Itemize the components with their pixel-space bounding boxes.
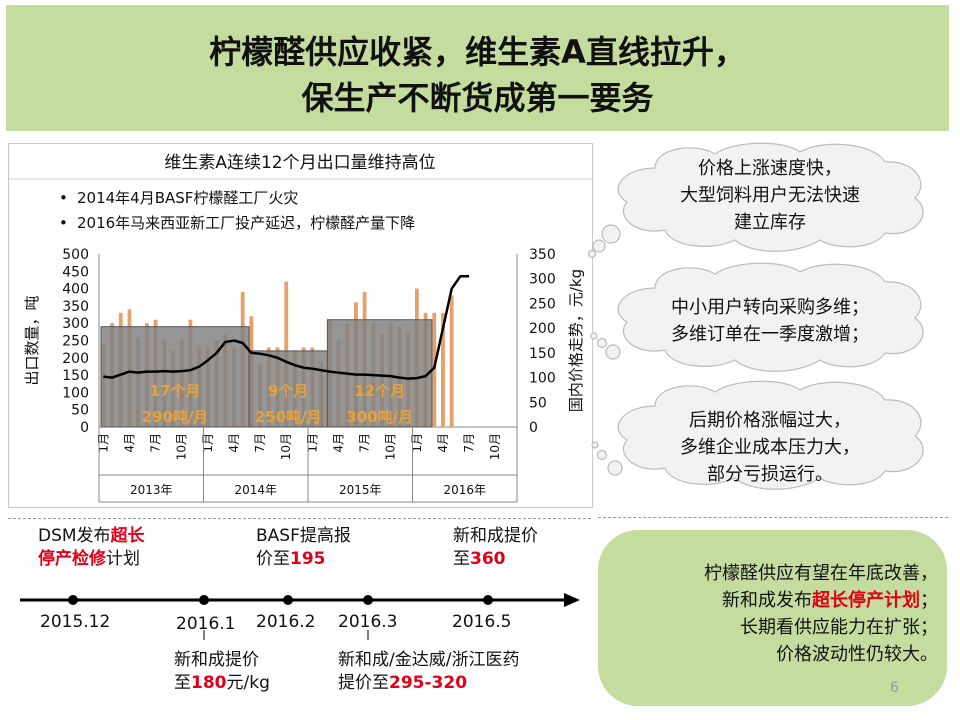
month-tick-label: 10月 xyxy=(175,433,189,460)
y2-axis-label: 国内价格走势，元/kg xyxy=(567,269,585,412)
y-tick-label: 500 xyxy=(62,247,89,263)
month-tick-label: 7月 xyxy=(149,433,163,453)
timeline-dot xyxy=(68,595,78,605)
cloud-text-1: 价格上涨速度快， 大型饲料用户无法快速 建立库存 xyxy=(680,158,860,233)
y-tick-label: 300 xyxy=(62,316,89,332)
date-label: 2015.12 xyxy=(40,612,111,632)
conclusion-box: 柠檬醛供应有望在年底改善， 新和成发布超长停产计划； 长期看供应能力在扩张； 价… xyxy=(598,530,947,706)
y-tick-label: 200 xyxy=(62,351,89,367)
event-group-raise: 新和成/金达威/浙江医药 提价至295-320 xyxy=(338,650,520,693)
cloud-text-3: 后期价格涨幅过大， 多维企业成本压力大， 部分亏损运行。 xyxy=(680,410,860,485)
band-months-label: 17个月 xyxy=(150,382,201,400)
chart-title: 维生素A连续12个月出口量维持高位 xyxy=(164,153,435,173)
event-basf: BASF提高报 价至195 xyxy=(256,526,351,569)
year-label: 2015年 xyxy=(339,483,382,497)
bullet-text: 2014年4月BASF柠檬醛工厂火灾 xyxy=(77,189,298,207)
y-tick-label: 0 xyxy=(80,420,89,436)
timeline-arrow xyxy=(20,593,580,640)
year-label: 2014年 xyxy=(234,483,277,497)
price-line xyxy=(103,274,470,380)
y-tick-label: 350 xyxy=(62,299,89,315)
timeline-panel: DSM发布超长 停产检修计划 BASF提高报 价至195 新和成提价 至360 … xyxy=(8,518,591,714)
page-number: 6 xyxy=(890,680,899,696)
export-bar xyxy=(441,312,445,427)
year-label: 2016年 xyxy=(443,483,486,497)
timeline-dot xyxy=(283,595,293,605)
y-axis-label: 出口数量，吨 xyxy=(23,295,41,385)
year-label: 2013年 xyxy=(130,483,173,497)
title-bar: 柠檬醛供应收紧，维生素A直线拉升， 保生产不断货成第一要务 xyxy=(6,5,949,131)
month-tick-label: 1月 xyxy=(201,433,215,453)
vitamin-a-chart: 维生素A连续12个月出口量维持高位 • 2014年4月BASF柠檬醛工厂火灾 • 201… xyxy=(9,153,592,503)
export-bar xyxy=(432,312,437,427)
month-tick-label: 10月 xyxy=(384,433,398,460)
date-label: 2016.3 xyxy=(338,612,398,632)
event-nhu-180: 新和成提价 至180元/kg xyxy=(174,650,270,693)
date-label: 2016.2 xyxy=(256,612,316,632)
y-tick-label: 450 xyxy=(62,264,89,280)
event-dsm: DSM发布超长 停产检修计划 xyxy=(38,526,145,569)
month-tick-label: 1月 xyxy=(305,433,319,453)
date-label: 2016.5 xyxy=(452,612,512,632)
timeline-dot xyxy=(483,595,493,605)
y-tick-label: 50 xyxy=(71,403,89,419)
month-tick-label: 10月 xyxy=(279,433,293,460)
month-tick-label: 4月 xyxy=(227,433,241,453)
y2-tick-label: 300 xyxy=(529,272,556,288)
y2-tick-label: 100 xyxy=(529,371,556,387)
chart-panel: 维生素A连续12个月出口量维持高位 • 2014年4月BASF柠檬醛工厂火灾 • 201… xyxy=(8,143,593,508)
month-tick-label: 1月 xyxy=(410,433,424,453)
y2-tick-label: 0 xyxy=(529,420,538,436)
export-bar xyxy=(449,295,454,427)
y2-tick-label: 50 xyxy=(529,395,547,411)
title-line-2: 保生产不断货成第一要务 xyxy=(301,79,654,117)
y2-tick-label: 200 xyxy=(529,321,556,337)
y2-tick-label: 350 xyxy=(529,247,556,263)
y-tick-label: 250 xyxy=(62,334,89,350)
month-tick-label: 10月 xyxy=(488,433,502,460)
band-months-label: 9个月 xyxy=(268,382,308,400)
band-months-label: 12个月 xyxy=(354,382,405,400)
bullet-dot: • xyxy=(59,214,68,232)
timeline-dot xyxy=(199,595,209,605)
y-tick-label: 100 xyxy=(62,385,89,401)
date-label: 2016.1 xyxy=(176,614,236,634)
y-tick-label: 400 xyxy=(62,282,89,298)
band-amount-label: 290吨/月 xyxy=(142,408,209,426)
event-nhu-360: 新和成提价 至360 xyxy=(453,526,538,569)
cloud-text-2: 中小用户转向采购多维； 多维订单在一季度激增； xyxy=(671,297,869,345)
bullet-text: 2016年马来西亚新工厂投产延迟，柠檬醛产量下降 xyxy=(77,214,415,232)
divider xyxy=(598,517,948,518)
band-amount-label: 300吨/月 xyxy=(346,408,413,426)
y2-tick-label: 150 xyxy=(529,346,556,362)
y-tick-label: 150 xyxy=(62,368,89,384)
month-tick-label: 7月 xyxy=(358,433,372,453)
slide-title: 柠檬醛供应收紧，维生素A直线拉升， 保生产不断货成第一要务 xyxy=(6,29,949,121)
conclusion-text: 柠檬醛供应有望在年底改善， 新和成发布超长停产计划； 长期看供应能力在扩张； 价… xyxy=(704,563,938,665)
y2-tick-label: 250 xyxy=(529,296,556,312)
title-line-1: 柠檬醛供应收紧，维生素A直线拉升， xyxy=(209,33,746,71)
timeline-dot xyxy=(363,595,373,605)
month-tick-label: 4月 xyxy=(331,433,345,453)
month-tick-label: 4月 xyxy=(436,433,450,453)
bullet-dot: • xyxy=(59,189,68,207)
month-tick-label: 7月 xyxy=(462,433,476,453)
month-tick-label: 7月 xyxy=(253,433,267,453)
thought-bubbles xyxy=(587,142,924,490)
band-amount-label: 250吨/月 xyxy=(255,408,322,426)
month-tick-label: 4月 xyxy=(122,433,136,453)
month-tick-label: 1月 xyxy=(96,433,110,453)
